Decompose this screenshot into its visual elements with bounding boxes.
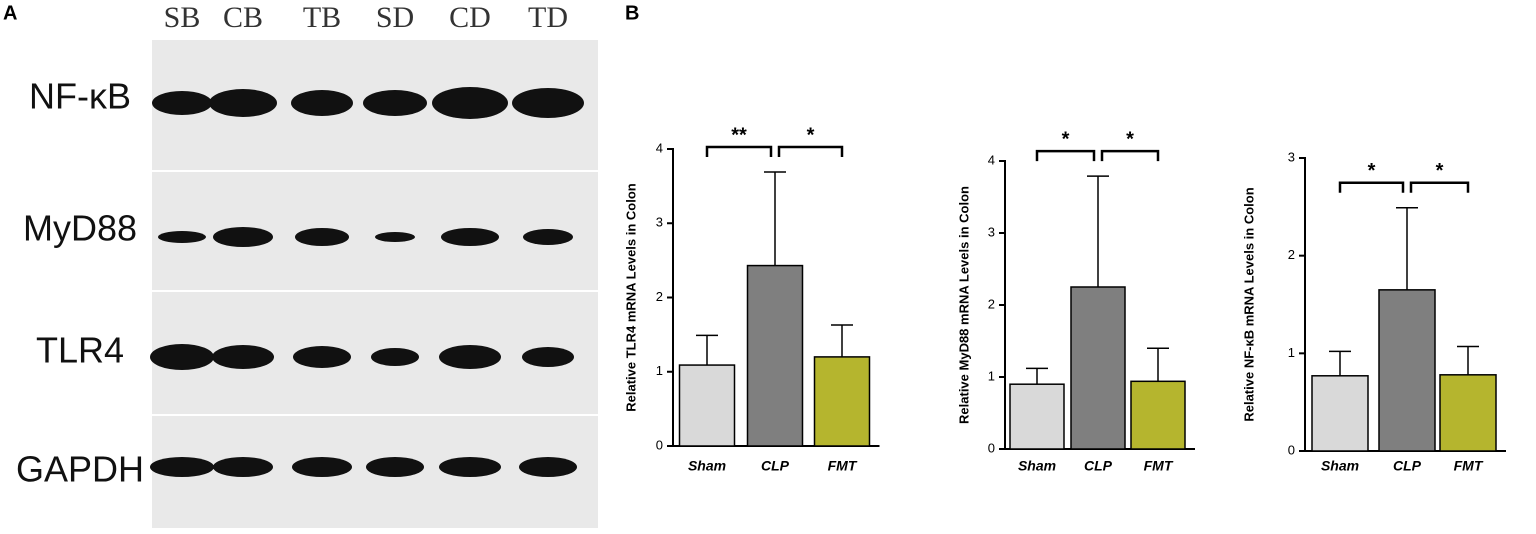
band: [441, 228, 499, 246]
band: [432, 87, 508, 119]
lane-label: CD: [449, 1, 491, 34]
band: [158, 231, 206, 243]
significance-bracket: [1338, 181, 1405, 193]
x-tick-label: CLP: [1393, 458, 1422, 474]
y-tick-label: 1: [656, 363, 663, 378]
band: [295, 228, 349, 246]
band: [291, 90, 353, 116]
row-label: MyD88: [23, 208, 137, 249]
band: [375, 232, 415, 242]
bar: [1009, 383, 1065, 450]
lane-label: TB: [303, 1, 341, 34]
panel-label: A: [3, 2, 17, 24]
significance-bracket: [1035, 149, 1096, 162]
band: [150, 344, 214, 370]
band: [213, 457, 273, 477]
y-tick-label: 0: [1288, 442, 1295, 457]
band: [212, 345, 274, 369]
bar: [1130, 380, 1186, 450]
row-label: TLR4: [36, 330, 124, 371]
y-tick-label: 2: [656, 289, 663, 304]
bar: [1311, 375, 1369, 452]
bar: [746, 264, 804, 447]
y-axis-label: Relative TLR4 mRNA Levels in Colon: [623, 183, 638, 412]
significance-bracket: [1409, 181, 1470, 193]
y-tick-label: 0: [656, 437, 663, 452]
band: [519, 457, 577, 477]
significance-bracket: [705, 145, 773, 158]
x-tick-label: FMT: [1144, 458, 1174, 474]
bar: [1439, 374, 1497, 452]
band: [152, 91, 212, 115]
y-tick-label: 1: [1288, 345, 1295, 360]
row-label: NF-κB: [29, 76, 131, 117]
blot-strip: [152, 172, 598, 290]
y-axis-label: Relative MyD88 mRNA Levels in Colon: [956, 186, 971, 424]
significance-label: *: [1436, 160, 1444, 182]
band: [512, 88, 584, 118]
band: [293, 346, 351, 368]
significance-bracket: [777, 145, 844, 158]
band: [363, 90, 427, 116]
significance-bracket: [1100, 149, 1160, 162]
lane-label: TD: [528, 1, 568, 34]
band: [523, 229, 573, 245]
y-tick-label: 2: [1288, 247, 1295, 262]
x-tick-label: Sham: [1018, 458, 1056, 474]
y-tick-label: 3: [656, 215, 663, 230]
band: [439, 457, 501, 477]
x-tick-label: CLP: [761, 458, 790, 474]
band: [209, 89, 277, 117]
y-tick-label: 1: [988, 368, 995, 383]
bar: [1378, 289, 1436, 452]
lane-label: CB: [223, 1, 263, 34]
y-tick-label: 2: [988, 296, 995, 311]
x-tick-label: Sham: [688, 458, 726, 474]
western-blot: [150, 40, 598, 528]
band: [522, 347, 574, 367]
y-tick-label: 3: [988, 224, 995, 239]
lane-label: SD: [376, 1, 414, 34]
y-tick-label: 4: [988, 152, 995, 167]
bar: [1070, 286, 1126, 450]
x-tick-label: FMT: [828, 458, 858, 474]
y-tick-label: 4: [656, 140, 663, 155]
y-axis-label: Relative NF-κB mRNA Levels in Colon: [1241, 187, 1256, 421]
bar: [678, 364, 736, 447]
significance-label: **: [731, 124, 747, 146]
band: [371, 348, 419, 366]
band: [292, 457, 352, 477]
x-tick-label: Sham: [1321, 458, 1359, 474]
band: [439, 345, 501, 369]
significance-label: *: [1368, 160, 1376, 182]
x-tick-label: FMT: [1454, 458, 1484, 474]
band: [150, 457, 214, 477]
band: [213, 227, 273, 247]
significance-label: *: [1062, 128, 1070, 150]
lane-label: SB: [164, 1, 201, 34]
y-tick-label: 3: [1288, 149, 1295, 164]
band: [366, 457, 424, 477]
significance-label: *: [807, 124, 815, 146]
panel-label: B: [625, 2, 639, 24]
significance-label: *: [1126, 128, 1134, 150]
y-tick-label: 0: [988, 440, 995, 455]
row-label: GAPDH: [16, 449, 144, 490]
x-tick-label: CLP: [1084, 458, 1113, 474]
bar: [813, 356, 871, 447]
